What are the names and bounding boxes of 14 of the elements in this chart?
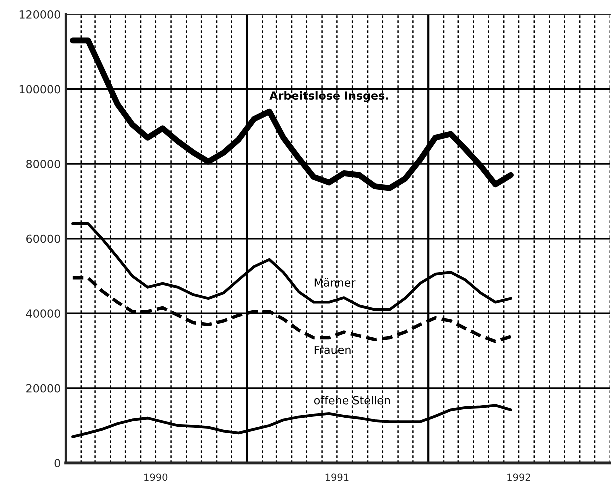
y-tick-label: 20000: [26, 384, 60, 393]
series-label: Arbeitslose Insges.: [270, 91, 388, 102]
x-tick-label: 1990: [144, 474, 168, 482]
series-label: offene Stellen: [314, 396, 390, 405]
y-tick-label: 40000: [26, 310, 60, 318]
series-label: Männer: [314, 278, 356, 287]
y-tick-label: 0: [54, 459, 60, 468]
x-tick-label: 1991: [326, 474, 349, 482]
y-tick-label: 100000: [20, 85, 60, 94]
y-tick-label: 60000: [26, 234, 60, 244]
y-tick-label: 80000: [26, 160, 60, 168]
series-label: Frauen: [314, 346, 351, 354]
x-tick-label: 1992: [508, 474, 530, 482]
y-tick-label: 120000: [20, 10, 60, 19]
